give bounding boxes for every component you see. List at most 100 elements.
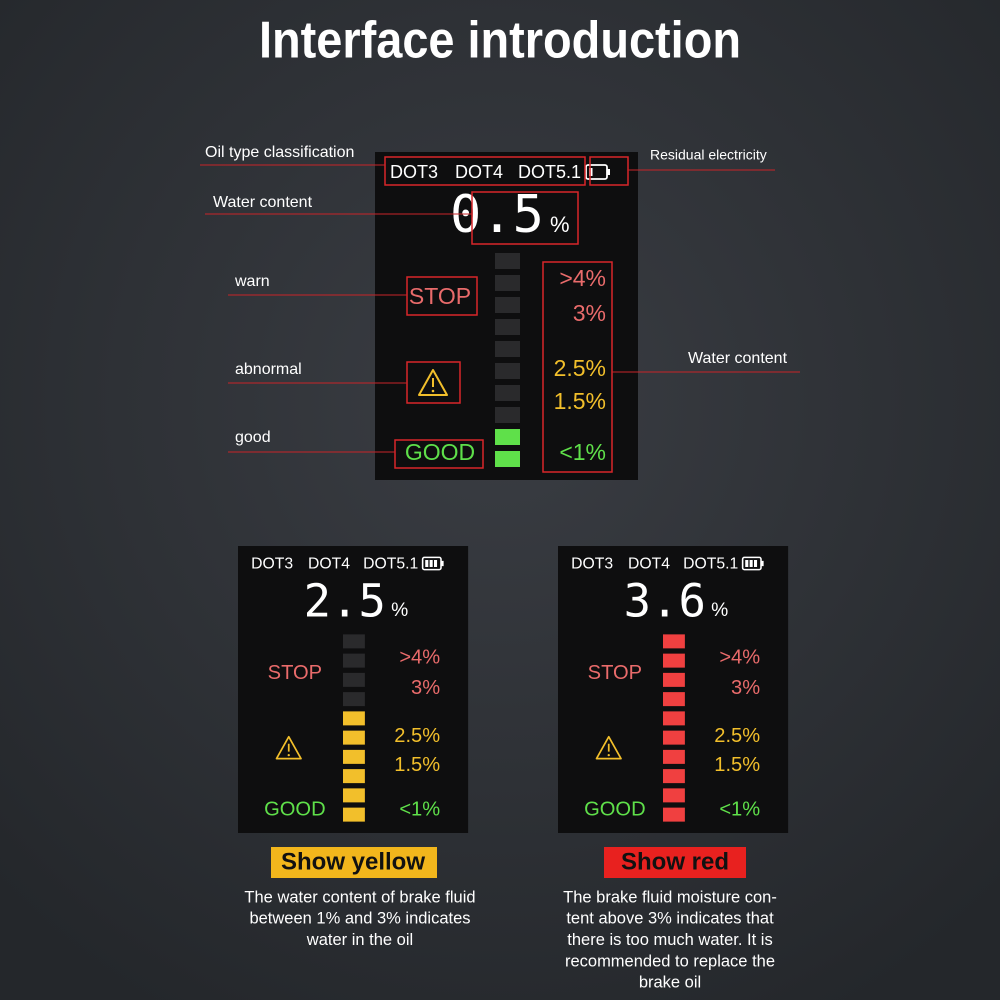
level-segment	[495, 297, 520, 313]
level-segment	[663, 672, 685, 687]
screen-bg	[375, 152, 638, 480]
description-line: there is too much water. It is	[567, 931, 772, 949]
level-segment	[343, 634, 365, 649]
battery-tip	[607, 169, 610, 175]
level-segment	[343, 788, 365, 803]
reading-unit: %	[711, 600, 728, 621]
level-segment	[343, 769, 365, 784]
scale-label: 1.5%	[714, 754, 760, 776]
highlight-box	[406, 276, 478, 316]
level-segment	[663, 769, 685, 784]
level-segment	[495, 407, 520, 423]
warning-icon	[275, 735, 302, 760]
battery-bar	[425, 560, 429, 567]
scale-label: <1%	[559, 439, 606, 465]
description-line: water in the oil	[306, 931, 413, 949]
scale-label: 1.5%	[554, 388, 606, 414]
caption: Show yellow	[281, 848, 425, 875]
annotation-label: Residual electricity	[650, 147, 767, 163]
description-line: recommended to replace the	[565, 952, 775, 970]
oil-type: DOT5.1	[683, 556, 738, 573]
level-segment	[495, 253, 520, 269]
level-segment	[495, 451, 520, 467]
highlight-box	[471, 191, 579, 245]
reading-unit: %	[391, 600, 408, 621]
caption-bg	[271, 847, 437, 878]
scale-label: >4%	[559, 265, 606, 291]
stop-label: STOP	[268, 662, 322, 684]
battery-bar	[754, 560, 758, 567]
battery-tip	[761, 560, 764, 567]
battery-bar	[749, 560, 753, 567]
level-segment	[495, 385, 520, 401]
good-label: GOOD	[264, 799, 325, 821]
scale-label: 2.5%	[714, 725, 760, 747]
annotation-label: Water content	[688, 350, 788, 367]
description-line: The brake fluid moisture con-	[563, 888, 777, 906]
scale-label: >4%	[399, 646, 440, 668]
screen-bg	[558, 546, 789, 833]
scale-label: 2.5%	[554, 355, 606, 381]
oil-type: DOT4	[628, 556, 670, 573]
scale-label: 3%	[731, 677, 760, 699]
warning-icon	[595, 735, 622, 760]
annotation-label: Oil type classification	[205, 144, 354, 161]
oil-type: DOT4	[308, 556, 350, 573]
battery-bar	[745, 560, 749, 567]
level-segment	[663, 730, 685, 745]
stop-label: STOP	[588, 662, 642, 684]
level-segment	[343, 692, 365, 707]
scale-label: >4%	[719, 646, 760, 668]
level-segment	[663, 653, 685, 668]
reading: 2.5	[304, 574, 386, 627]
oil-type: DOT3	[390, 162, 438, 182]
battery-tip	[441, 560, 444, 567]
level-segment	[663, 807, 685, 822]
reading: 3.6	[624, 574, 706, 627]
caption: Show red	[621, 848, 729, 875]
highlight-box	[394, 439, 484, 469]
level-segment	[495, 275, 520, 291]
level-segment	[343, 807, 365, 822]
scale-label: 1.5%	[394, 754, 440, 776]
highlight-box	[384, 156, 586, 186]
level-segment	[663, 788, 685, 803]
scale-label: 3%	[573, 300, 606, 326]
screen-bg	[238, 546, 469, 833]
reading-unit: %	[550, 212, 570, 237]
reading: 0.5	[450, 185, 544, 245]
warning-dot	[607, 753, 610, 757]
level-segment	[343, 711, 365, 726]
description-line: between 1% and 3% indicates	[249, 910, 470, 928]
warning-icon	[418, 369, 448, 396]
warning-dot	[431, 389, 435, 393]
oil-type: DOT5.1	[363, 556, 418, 573]
scale-label: <1%	[399, 799, 440, 821]
warning-dot	[287, 753, 290, 757]
level-segment	[495, 341, 520, 357]
oil-type: DOT4	[455, 162, 503, 182]
scale-label: 2.5%	[394, 725, 440, 747]
level-segment	[343, 730, 365, 745]
stop-label: STOP	[409, 283, 471, 309]
level-segment	[343, 749, 365, 764]
device-screen: DOT3 DOT4 DOT5.13.6 % STOP GOOD >4% 3% 2.5% 1.5% <…	[558, 546, 789, 833]
page-title: Interface introduction	[259, 12, 741, 70]
oil-type: DOT3	[571, 556, 613, 573]
description-line: brake oil	[639, 974, 701, 992]
highlight-box	[542, 261, 613, 473]
battery-bar	[434, 560, 438, 567]
scale-label: 3%	[411, 677, 440, 699]
caption-bg	[604, 847, 746, 878]
annotation-label: good	[235, 429, 271, 446]
level-segment	[495, 363, 520, 379]
level-segment	[663, 634, 685, 649]
level-segment	[663, 692, 685, 707]
oil-type: DOT5.1	[518, 162, 581, 182]
scale-label: <1%	[719, 799, 760, 821]
good-label: GOOD	[584, 799, 645, 821]
highlight-box	[589, 156, 629, 186]
oil-type: DOT3	[251, 556, 293, 573]
